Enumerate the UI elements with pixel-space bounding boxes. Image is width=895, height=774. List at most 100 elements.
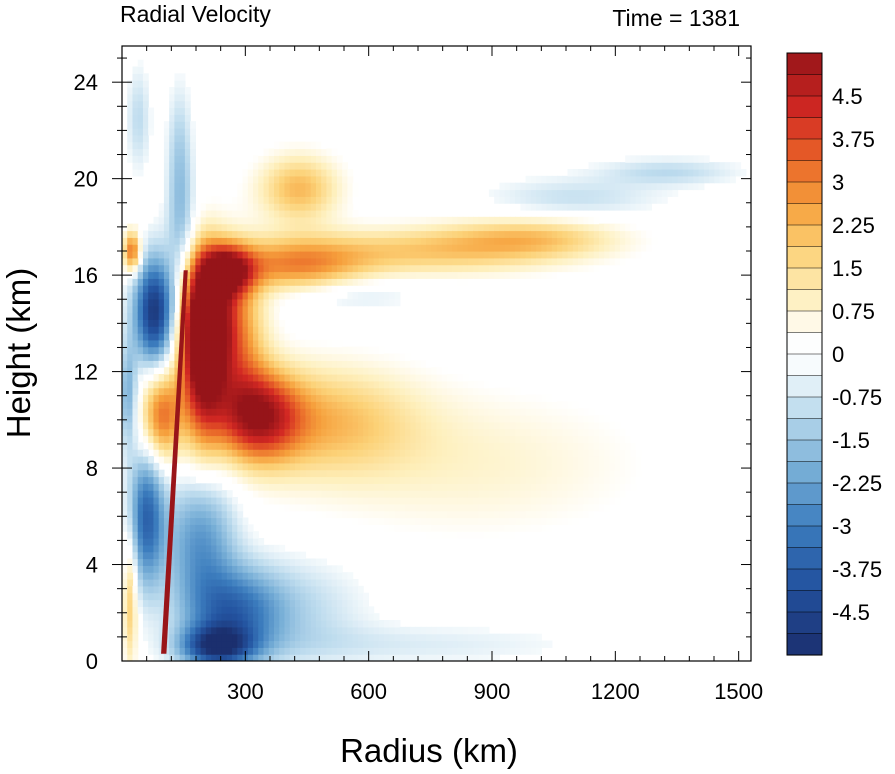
heatmap-cell xyxy=(483,462,490,471)
heatmap-cell xyxy=(499,264,506,273)
heatmap-cell xyxy=(478,216,485,225)
heatmap-cell xyxy=(179,626,186,635)
heatmap-cell xyxy=(473,415,480,423)
heatmap-cell xyxy=(331,285,338,293)
heatmap-cell xyxy=(216,244,223,252)
heatmap-cell xyxy=(530,517,537,525)
heatmap-cell xyxy=(363,633,369,642)
heatmap-cell xyxy=(373,353,380,361)
heatmap-cell xyxy=(457,216,464,225)
heatmap-cell xyxy=(436,435,443,443)
heatmap-cell xyxy=(294,592,301,601)
heatmap-cell xyxy=(467,524,474,532)
heatmap-cell xyxy=(572,408,579,416)
heatmap-cell xyxy=(394,647,401,655)
heatmap-cell xyxy=(174,107,181,115)
heatmap-cell xyxy=(247,421,254,430)
heatmap-cell xyxy=(530,237,537,245)
heatmap-cell xyxy=(530,503,537,512)
heatmap-cell xyxy=(347,647,354,655)
heatmap-cell xyxy=(331,346,338,355)
heatmap-cell xyxy=(132,107,139,115)
heatmap-cell xyxy=(169,654,176,661)
heatmap-cell xyxy=(342,442,348,450)
heatmap-cell xyxy=(190,121,196,129)
heatmap-cell xyxy=(174,80,181,88)
heatmap-cell xyxy=(247,305,254,314)
heatmap-cell xyxy=(242,169,249,177)
heatmap-cell xyxy=(163,134,170,143)
heatmap-cell xyxy=(205,374,212,382)
heatmap-cell xyxy=(342,599,348,607)
heatmap-cell xyxy=(363,244,369,252)
heatmap-cell xyxy=(179,182,186,191)
heatmap-cell xyxy=(625,155,632,163)
heatmap-cell xyxy=(310,476,317,484)
heatmap-cell xyxy=(405,415,411,423)
heatmap-cell xyxy=(122,572,128,580)
heatmap-cell xyxy=(284,462,291,471)
heatmap-cell xyxy=(200,251,207,259)
heatmap-cell xyxy=(640,244,647,252)
heatmap-cell xyxy=(216,585,223,594)
heatmap-cell xyxy=(315,210,322,218)
heatmap-cell xyxy=(242,394,249,402)
heatmap-cell xyxy=(478,626,485,635)
heatmap-cell xyxy=(452,531,459,539)
heatmap-cell xyxy=(357,592,364,601)
heatmap-cell xyxy=(263,606,270,614)
heatmap-cell xyxy=(205,360,212,368)
heatmap-cell xyxy=(656,196,663,204)
heatmap-cell xyxy=(127,626,134,635)
heatmap-cell xyxy=(148,640,155,648)
heatmap-cell xyxy=(226,210,233,218)
heatmap-cell xyxy=(446,387,453,396)
heatmap-cell xyxy=(132,237,139,245)
heatmap-cell xyxy=(352,647,359,655)
heatmap-cell xyxy=(268,360,275,368)
heatmap-cell xyxy=(153,421,160,430)
heatmap-cell xyxy=(321,141,328,150)
heatmap-cell xyxy=(289,415,296,423)
heatmap-cell xyxy=(127,223,134,232)
heatmap-cell xyxy=(572,497,579,505)
heatmap-cell xyxy=(347,483,354,491)
heatmap-cell xyxy=(499,244,506,252)
heatmap-cell xyxy=(237,517,244,525)
heatmap-cell xyxy=(221,654,228,661)
heatmap-cell xyxy=(268,189,275,197)
heatmap-cell xyxy=(462,462,469,471)
heatmap-cell xyxy=(279,189,286,197)
heatmap-cell xyxy=(169,647,176,655)
heatmap-cell xyxy=(619,203,626,211)
heatmap-cell xyxy=(326,421,333,430)
heatmap-cell xyxy=(426,449,432,457)
heatmap-cell xyxy=(541,435,548,443)
heatmap-cell xyxy=(247,483,254,491)
heatmap-cell xyxy=(137,244,144,252)
heatmap-cell xyxy=(441,401,448,409)
heatmap-cell xyxy=(253,599,259,607)
heatmap-cell xyxy=(211,223,217,232)
heatmap-cell xyxy=(656,189,663,197)
heatmap-cell xyxy=(268,599,275,607)
heatmap-cell xyxy=(473,271,480,279)
heatmap-cell xyxy=(494,223,500,232)
heatmap-cell xyxy=(310,346,317,355)
heatmap-cell xyxy=(305,415,312,423)
heatmap-cell xyxy=(494,503,500,512)
heatmap-cell xyxy=(530,251,537,259)
heatmap-cell xyxy=(530,216,537,225)
heatmap-cell xyxy=(294,456,301,464)
heatmap-cell xyxy=(342,278,348,286)
heatmap-cell xyxy=(289,579,296,587)
heatmap-cell xyxy=(163,244,170,252)
heatmap-cell xyxy=(541,421,548,430)
heatmap-cell xyxy=(300,223,307,232)
heatmap-cell xyxy=(294,401,301,409)
heatmap-cell xyxy=(190,237,196,245)
heatmap-cell xyxy=(363,401,369,409)
heatmap-cell xyxy=(588,476,595,484)
heatmap-cell xyxy=(195,524,202,532)
heatmap-cell xyxy=(226,647,233,655)
